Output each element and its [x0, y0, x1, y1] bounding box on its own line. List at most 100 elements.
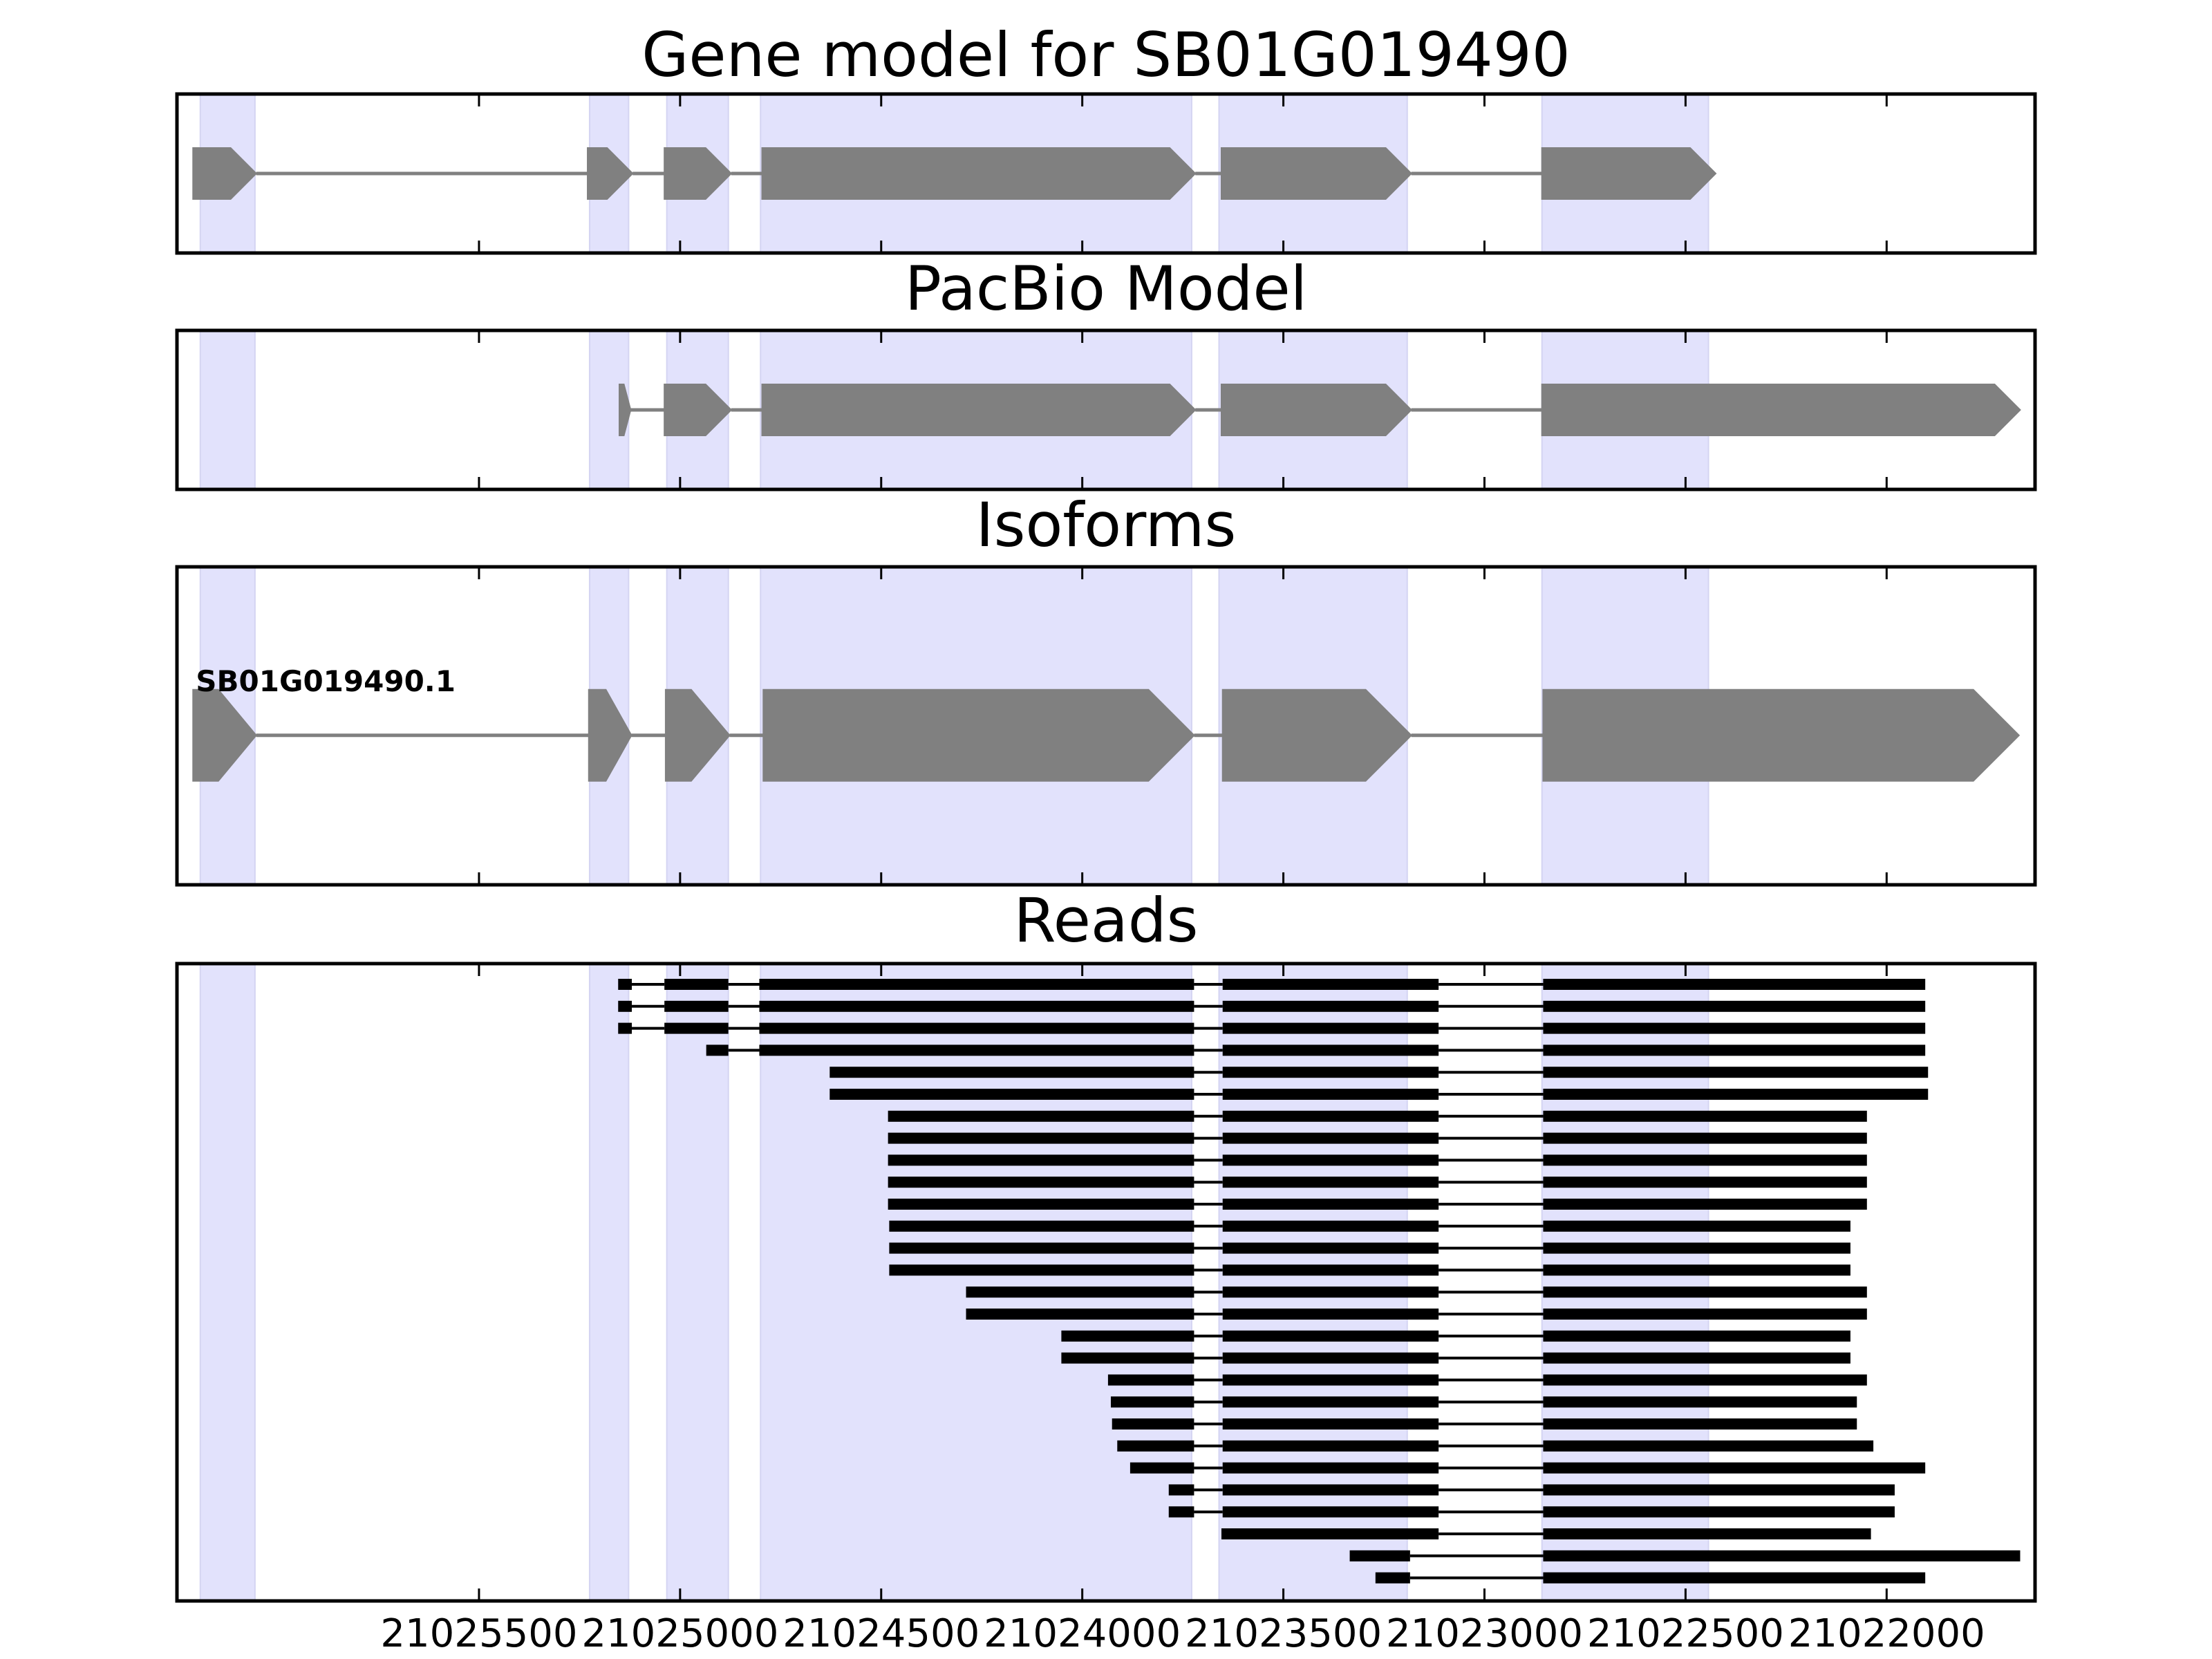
read-block — [1222, 1110, 1439, 1122]
highlight-band — [1541, 963, 1709, 1602]
read-block — [1222, 1220, 1439, 1232]
read-block — [1543, 1132, 1867, 1144]
read-block — [1222, 1199, 1439, 1210]
read-block — [1222, 1154, 1439, 1166]
x-tick-label: 21025000 — [581, 1611, 778, 1656]
read-block — [1222, 1309, 1439, 1320]
read-block — [1543, 1309, 1867, 1320]
read-block — [1543, 1572, 1926, 1584]
read-block — [1543, 1462, 1926, 1474]
read-block — [1222, 979, 1439, 990]
read-block — [1130, 1462, 1194, 1474]
read-block — [1375, 1572, 1410, 1584]
exon-arrow — [664, 384, 733, 436]
read-block — [966, 1309, 1194, 1320]
read-block — [1168, 1484, 1194, 1496]
read-block — [1543, 1089, 1929, 1100]
read-block — [1543, 1044, 1926, 1056]
highlight-band — [199, 963, 256, 1602]
read-block — [1222, 1396, 1439, 1408]
read-block — [1543, 1264, 1850, 1276]
exon-arrow — [192, 147, 258, 200]
read-block — [1222, 1506, 1439, 1518]
read-block — [1543, 1067, 1929, 1078]
read-block — [1543, 1022, 1926, 1034]
read-block — [1543, 1330, 1850, 1342]
read-block — [1543, 1528, 1871, 1539]
read-block — [1543, 1550, 2021, 1562]
read-block — [1543, 1418, 1857, 1430]
x-tick-label: 21023500 — [1185, 1611, 1382, 1656]
read-block — [759, 1000, 1194, 1012]
exon-arrow — [1541, 384, 2021, 436]
reads-title: Reads — [1014, 885, 1199, 956]
gene-model-panel — [175, 92, 2037, 255]
read-block — [1222, 1418, 1439, 1430]
read-block — [1349, 1550, 1410, 1562]
read-block — [759, 1022, 1194, 1034]
read-block — [1222, 1286, 1439, 1298]
read-block — [759, 979, 1194, 990]
read-block — [889, 1220, 1194, 1232]
x-tick-label: 21023000 — [1386, 1611, 1583, 1656]
read-block — [888, 1132, 1194, 1144]
read-block — [1222, 1044, 1439, 1056]
read-block — [1168, 1506, 1194, 1518]
reads-panel — [175, 962, 2037, 1603]
highlight-band — [199, 330, 256, 490]
read-block — [1110, 1396, 1194, 1408]
read-block — [1543, 1177, 1867, 1188]
read-block — [889, 1264, 1194, 1276]
isoform-label: SB01G019490.1 — [196, 664, 456, 698]
read-block — [1222, 1462, 1439, 1474]
exon-arrow — [619, 384, 632, 436]
read-block — [1543, 1242, 1850, 1254]
read-block — [759, 1044, 1194, 1056]
exon-arrow — [587, 147, 634, 200]
isoforms-panel: SB01G019490.1 — [175, 565, 2037, 887]
read-block — [1221, 1528, 1439, 1539]
read-block — [888, 1154, 1194, 1166]
exon-arrow — [761, 147, 1197, 200]
panel-frame — [175, 92, 2037, 255]
x-axis: 21025500 21025000 21024500 21024000 21023500… — [380, 1611, 1985, 1656]
read-block — [618, 1022, 632, 1034]
exon-arrow — [1220, 384, 1413, 436]
read-block — [1543, 1110, 1867, 1122]
read-block — [1222, 1132, 1439, 1144]
x-tick-label: 21022500 — [1587, 1611, 1784, 1656]
read-block — [966, 1286, 1194, 1298]
isoform-exon-arrow — [192, 688, 257, 782]
read-block — [1543, 1352, 1850, 1364]
read-block — [1222, 1089, 1439, 1100]
read-block — [1107, 1374, 1194, 1386]
read-block — [1543, 1440, 1874, 1452]
gene-model-title: Gene model for SB01G019490 — [641, 19, 1571, 91]
isoform-exon-arrow — [588, 688, 632, 782]
read-block — [1543, 1286, 1867, 1298]
x-tick-label: 21022000 — [1788, 1611, 1985, 1656]
read-block — [1222, 1264, 1439, 1276]
read-block — [1543, 1484, 1895, 1496]
highlight-band — [588, 963, 630, 1602]
read-block — [888, 1177, 1194, 1188]
read-block — [1543, 1154, 1867, 1166]
read-block — [830, 1089, 1194, 1100]
read-block — [1543, 1199, 1867, 1210]
pacbio-model-title: PacBio Model — [905, 253, 1307, 324]
highlight-band — [760, 963, 1192, 1602]
read-block — [1543, 1506, 1895, 1518]
read-block — [1222, 1000, 1439, 1012]
read-block — [1543, 1396, 1857, 1408]
exon-arrow — [761, 384, 1197, 436]
read-block — [1222, 1374, 1439, 1386]
highlight-band — [666, 963, 729, 1602]
read-block — [1061, 1330, 1194, 1342]
panel-frame — [175, 565, 2037, 887]
isoform-exon-arrow — [1221, 688, 1413, 782]
read-block — [1117, 1440, 1194, 1452]
highlight-band — [1218, 963, 1408, 1602]
read-block — [1222, 1242, 1439, 1254]
read-block — [1222, 1440, 1439, 1452]
